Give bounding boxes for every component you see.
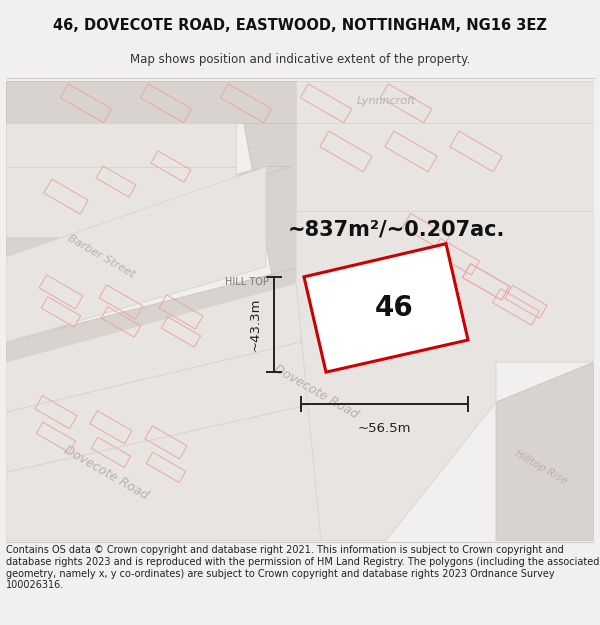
Text: ~837m²/~0.207ac.: ~837m²/~0.207ac. bbox=[287, 220, 505, 240]
Polygon shape bbox=[296, 123, 594, 212]
Text: Lynnncroft: Lynnncroft bbox=[356, 96, 416, 106]
Polygon shape bbox=[6, 81, 594, 123]
Text: HILL TOP: HILL TOP bbox=[225, 277, 269, 287]
Text: Map shows position and indicative extent of the property.: Map shows position and indicative extent… bbox=[130, 53, 470, 66]
Text: 46, DOVECOTE ROAD, EASTWOOD, NOTTINGHAM, NG16 3EZ: 46, DOVECOTE ROAD, EASTWOOD, NOTTINGHAM,… bbox=[53, 18, 547, 33]
Polygon shape bbox=[304, 244, 468, 372]
Text: ~43.3m: ~43.3m bbox=[249, 298, 262, 351]
Polygon shape bbox=[6, 282, 301, 412]
Text: Hilltop Rise: Hilltop Rise bbox=[513, 448, 569, 486]
Polygon shape bbox=[6, 166, 236, 237]
Text: Barber Street: Barber Street bbox=[66, 234, 136, 280]
Polygon shape bbox=[296, 212, 594, 541]
Polygon shape bbox=[6, 166, 266, 342]
Polygon shape bbox=[6, 402, 386, 541]
Polygon shape bbox=[6, 267, 326, 362]
Polygon shape bbox=[6, 342, 321, 472]
Polygon shape bbox=[496, 362, 594, 541]
Polygon shape bbox=[6, 166, 291, 257]
Text: Dovecote Road: Dovecote Road bbox=[272, 362, 361, 422]
Polygon shape bbox=[296, 81, 594, 123]
Polygon shape bbox=[6, 123, 236, 166]
Polygon shape bbox=[236, 81, 386, 541]
Text: Dovecote Road: Dovecote Road bbox=[62, 443, 151, 502]
Text: ~56.5m: ~56.5m bbox=[358, 422, 411, 435]
Polygon shape bbox=[6, 237, 266, 541]
Text: 46: 46 bbox=[374, 294, 413, 322]
Text: Contains OS data © Crown copyright and database right 2021. This information is : Contains OS data © Crown copyright and d… bbox=[6, 545, 599, 590]
Polygon shape bbox=[6, 81, 594, 541]
